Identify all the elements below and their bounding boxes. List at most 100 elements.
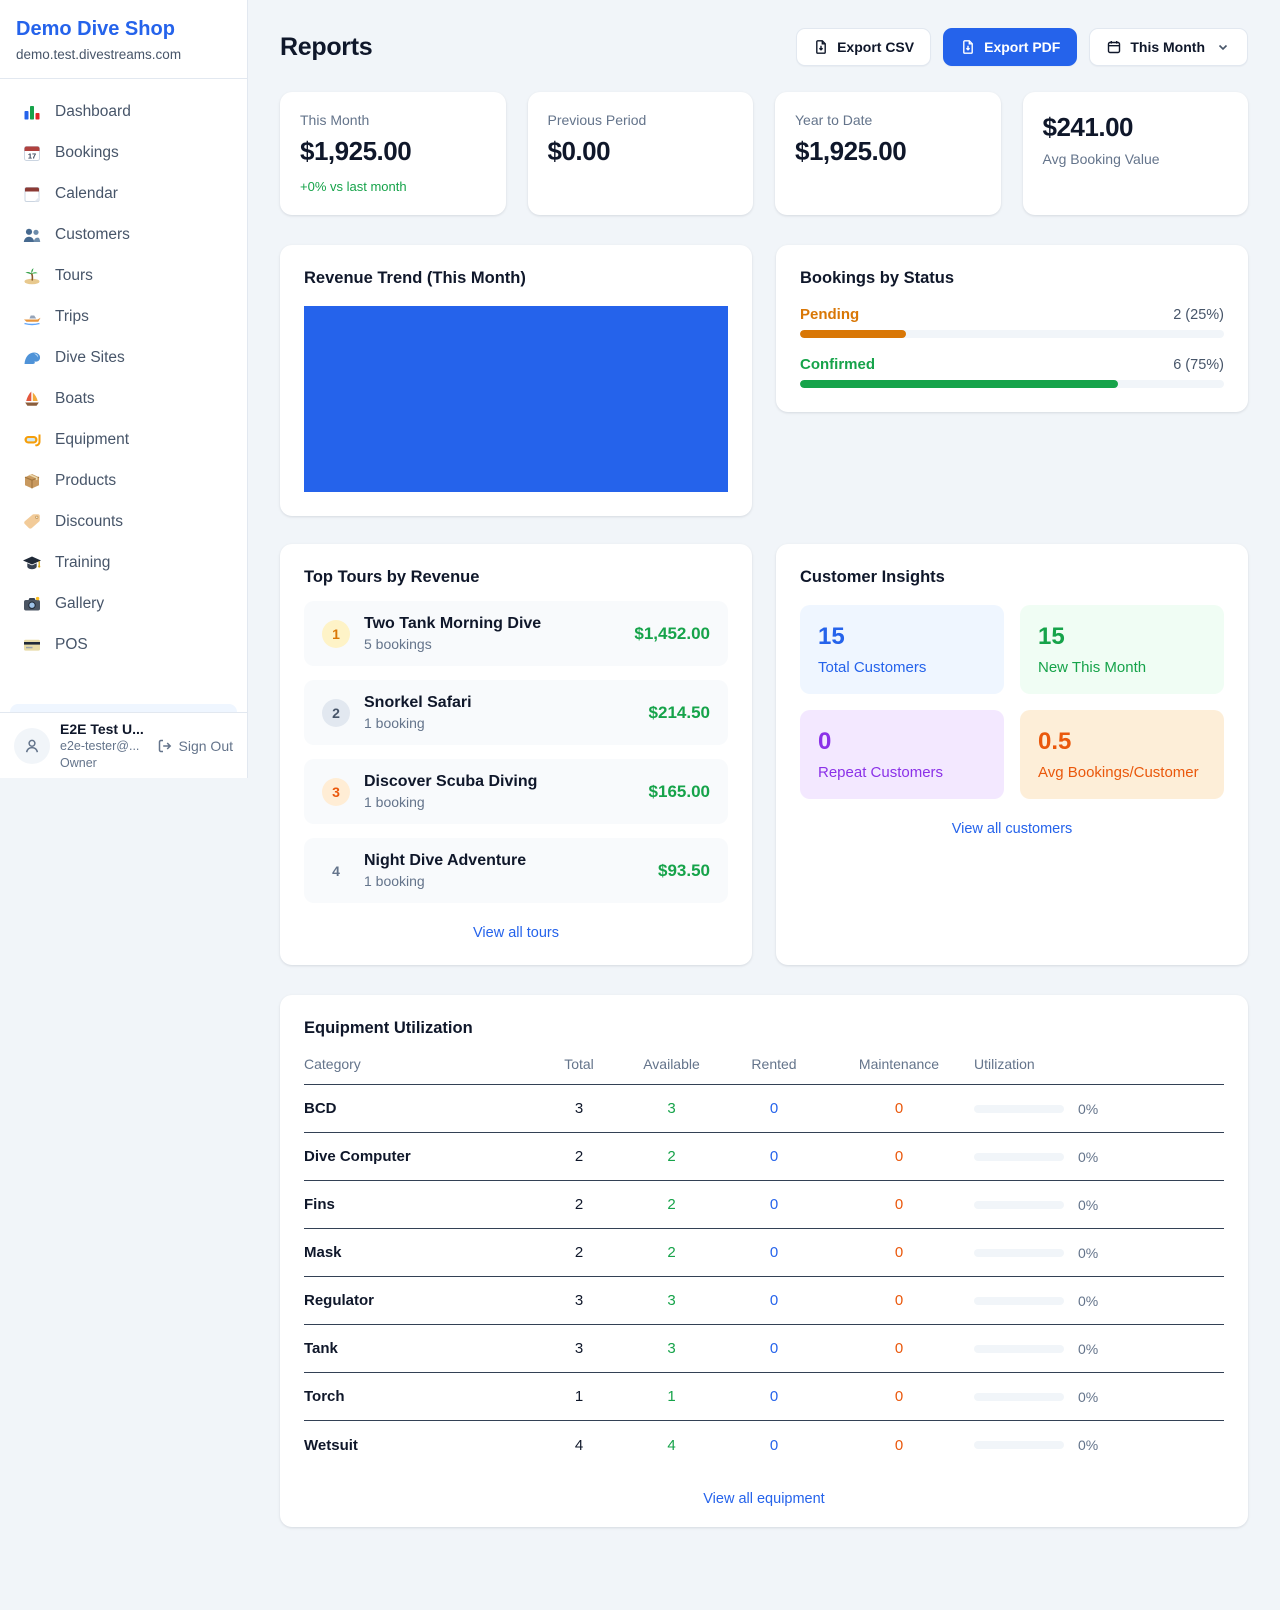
file-download-icon [963,40,974,54]
sidebar-item-label: Customers [55,225,130,243]
bookings-by-status-card: Bookings by Status Pending 2 (25%) Confi… [776,245,1248,412]
discounts-icon [22,512,42,532]
page-title: Reports [280,32,373,61]
tour-bookings: 1 booking [364,794,425,810]
boats-icon [22,389,42,409]
sidebar-item-calendar[interactable]: Calendar [0,173,247,214]
cell-available: 3 [667,1292,676,1309]
tour-bookings: 1 booking [364,873,425,889]
view-all-tours-link[interactable]: View all tours [473,925,559,941]
sidebar-item-products[interactable]: Products [0,460,247,501]
svg-text:17: 17 [28,151,36,160]
tour-row[interactable]: 4 Night Dive Adventure 1 booking $93.50 [304,838,728,903]
sidebar-item-tours[interactable]: Tours [0,255,247,296]
cell-category: Dive Computer [304,1148,411,1165]
sidebar-item-dive-sites[interactable]: Dive Sites [0,337,247,378]
customer-insights-title: Customer Insights [800,568,945,586]
customer-insights-card: Customer Insights 15 Total Customers 15 … [776,544,1248,965]
sidebar-item-label: Gallery [55,594,105,612]
sidebar-item-discounts[interactable]: Discounts [0,501,247,542]
cell-utilization: 0% [1078,1196,1099,1213]
tour-name: Discover Scuba Diving [364,773,538,790]
rank-badge: 3 [322,777,350,806]
insight-value: 15 [1038,623,1065,650]
export-csv-label: Export CSV [837,39,915,55]
status-label: Pending [800,306,860,323]
sidebar-item-bookings[interactable]: 17 Bookings [0,132,247,173]
sidebar-item-training[interactable]: Training [0,542,247,583]
tour-revenue: $1,452.00 [634,623,710,643]
view-all-customers-link[interactable]: View all customers [951,821,1073,837]
cell-maintenance: 0 [894,1340,904,1357]
cell-utilization: 0% [1078,1100,1099,1117]
tour-row[interactable]: 2 Snorkel Safari 1 booking $214.50 [304,680,728,745]
utilization-bar [974,1392,1064,1401]
cell-category: Tank [304,1340,338,1357]
sidebar-nav: Dashboard 17 Bookings Calendar Customers… [0,79,247,712]
tour-row[interactable]: 1 Two Tank Morning Dive 5 bookings $1,45… [304,601,728,666]
insight-tile-total-customers: 15 Total Customers [800,605,1004,694]
cell-category: Fins [304,1196,335,1213]
table-row: BCD 3 3 0 0 0% [304,1085,1224,1133]
progress-fill-confirmed [800,380,1118,388]
revenue-trend-chart [304,306,728,492]
view-all-equipment-link[interactable]: View all equipment [703,1491,825,1507]
tour-bookings: 5 bookings [364,636,432,652]
sidebar: Demo Dive Shop demo.test.divestreams.com… [0,0,248,778]
sidebar-item-reports-active-partial[interactable] [10,704,237,712]
shop-name: Demo Dive Shop [16,18,175,40]
pos-icon [22,635,42,655]
sidebar-item-label: Tours [55,266,93,284]
page-header: Reports Export CSV Export PDF This Month [280,28,1248,66]
insights-grid: 15 Total Customers 15 New This Month 0 R… [800,605,1224,799]
cell-utilization: 0% [1078,1388,1099,1405]
sidebar-item-dashboard[interactable]: Dashboard [0,91,247,132]
sign-out-button[interactable]: Sign Out [157,738,233,754]
period-dropdown[interactable]: This Month [1089,28,1248,66]
tour-name: Snorkel Safari [364,694,472,711]
table-row: Regulator 3 3 0 0 0% [304,1277,1224,1325]
sidebar-item-gallery[interactable]: Gallery [0,583,247,624]
cell-maintenance: 0 [894,1196,904,1213]
sidebar-item-label: POS [55,635,88,653]
cell-total: 3 [574,1292,584,1309]
insight-tile-avg-bookings: 0.5 Avg Bookings/Customer [1020,710,1224,799]
sidebar-item-trips[interactable]: Trips [0,296,247,337]
sidebar-item-label: Products [55,471,117,489]
sidebar-item-boats[interactable]: Boats [0,378,247,419]
cell-rented: 0 [769,1100,779,1117]
cell-rented: 0 [769,1292,779,1309]
cell-maintenance: 0 [894,1292,904,1309]
sidebar-header: Demo Dive Shop demo.test.divestreams.com [0,0,247,79]
cell-available: 3 [667,1100,676,1117]
tour-row[interactable]: 3 Discover Scuba Diving 1 booking $165.0… [304,759,728,824]
export-pdf-button[interactable]: Export PDF [943,28,1078,66]
user-meta: E2E Test U... e2e-tester@... Owner [60,720,147,771]
cell-total: 2 [574,1196,584,1213]
export-csv-button[interactable]: Export CSV [796,28,932,66]
sidebar-item-pos[interactable]: POS [0,624,247,665]
insights-row: Top Tours by Revenue 1 Two Tank Morning … [280,544,1248,965]
stat-value: $241.00 [1042,112,1134,142]
cell-maintenance: 0 [894,1244,904,1261]
cell-available: 3 [667,1340,676,1357]
utilization-bar [974,1104,1064,1113]
column-header-utilization: Utilization [974,1056,1035,1072]
insight-label: New This Month [1038,659,1147,676]
sidebar-item-customers[interactable]: Customers [0,214,247,255]
table-header-row: Category Total Available Rented Maintena… [304,1038,1224,1085]
cell-rented: 0 [769,1196,779,1213]
table-row: Dive Computer 2 2 0 0 0% [304,1133,1224,1181]
column-header-category: Category [304,1056,361,1072]
tour-bookings: 1 booking [364,715,425,731]
stat-label: Previous Period [547,112,647,128]
cell-rented: 0 [769,1244,779,1261]
insight-label: Total Customers [818,659,927,676]
sidebar-item-label: Boats [55,389,95,407]
stat-value: $1,925.00 [300,136,412,166]
sidebar-item-equipment[interactable]: Equipment [0,419,247,460]
stat-label: Avg Booking Value [1042,151,1160,167]
bookings-icon: 17 [22,143,42,163]
stat-value: $1,925.00 [795,136,907,166]
status-count: 2 (25%) [1173,306,1224,323]
